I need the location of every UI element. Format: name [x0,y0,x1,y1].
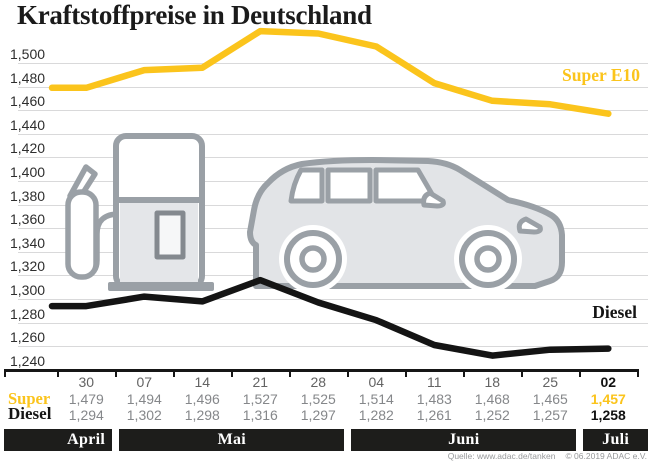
month-band-april: April [4,429,113,451]
fuel-pump-icon [65,133,214,291]
table-super-value: 1,496 [184,390,220,407]
month-band-juni: Juni [351,429,577,451]
table-date-cell: 18 [484,373,501,390]
y-axis-label: 1,440 [10,116,46,133]
diesel-line [48,276,612,359]
car-icon [247,157,565,293]
table-date-cell: 04 [368,373,385,390]
gridline [18,133,648,135]
y-axis-label: 1,420 [10,140,46,157]
pump-display-window [154,210,186,260]
car-mirror [421,190,446,209]
table-super-value: 1,494 [126,390,162,407]
gridline [18,63,648,64]
axis-tick [231,369,233,377]
gridline [18,322,648,324]
table-top-border [4,369,638,372]
table-date-cell: 07 [136,373,153,390]
table-row-label-super: Super [8,389,51,408]
table-super-value: 1,468 [474,390,510,407]
axis-tick [637,369,639,377]
car-window-rear [288,167,325,204]
y-axis-label: 1,460 [10,93,46,110]
car-headlight [516,216,543,235]
gridline [18,110,648,112]
pump-nozzle-body [65,189,99,280]
axis-tick [579,369,581,377]
month-band-juli: Juli [583,429,648,451]
table-diesel-value: 1,258 [590,406,626,423]
diesel-label: Diesel [592,302,637,322]
axis-tick [289,369,291,377]
table-super-value: 1,479 [68,390,104,407]
y-axis-label: 1,240 [10,352,46,369]
table-diesel-value: 1,282 [358,406,394,423]
table-super-value: 1,527 [242,390,278,407]
axis-tick [521,369,523,377]
axis-tick [405,369,407,377]
table-diesel-value: 1,294 [68,406,104,423]
table-date-cell: 02 [600,373,617,390]
table-super-value: 1,457 [590,390,626,407]
page-title: Kraftstoffpreise in Deutschland [17,0,372,30]
table-diesel-value: 1,316 [242,406,278,423]
y-axis-label: 1,280 [10,305,46,322]
y-axis-label: 1,480 [10,69,46,86]
table-row-label-diesel: Diesel [8,404,52,423]
car-hub-front [474,245,502,273]
y-axis-label: 1,300 [10,282,46,298]
axis-tick [115,369,117,377]
source-note: Quelle: www.adac.de/tanken © 06.2019 ADA… [448,451,647,461]
table-date-cell: 30 [78,373,95,390]
y-axis-label: 1,500 [10,46,46,62]
table-diesel-value: 1,297 [300,406,336,423]
car-window-middle [325,167,373,204]
axis-tick [4,369,6,377]
table-date-cell: 11 [427,373,442,390]
table-date-cell: 28 [310,373,327,390]
y-axis-label: 1,380 [10,187,46,204]
car-hub-rear [299,245,327,273]
source-text: Quelle: www.adac.de/tanken [447,451,556,461]
super-e10-line [48,27,612,117]
pump-base [108,282,214,291]
axis-tick [347,369,349,377]
y-axis-label: 1,320 [10,258,46,275]
table-super-value: 1,483 [416,390,452,407]
y-axis-label: 1,260 [10,329,46,346]
table-date-cell: 14 [194,373,211,390]
table-diesel-value: 1,298 [184,406,220,423]
table-diesel-value: 1,252 [474,406,510,423]
super-e10-label: Super E10 [562,65,640,85]
table-super-value: 1,465 [532,390,568,407]
gridline [18,157,648,159]
y-axis-label: 1,340 [10,234,46,251]
gridline [18,299,648,300]
gridline [18,86,648,88]
gridline [18,346,648,348]
axis-tick [173,369,175,377]
month-band-mai: Mai [119,429,345,451]
table-date-cell: 21 [252,373,269,390]
copyright-text: © 06.2019 ADAC e.V. [565,451,647,461]
table-diesel-value: 1,257 [532,406,568,423]
y-axis-label: 1,360 [10,211,46,228]
y-axis-label: 1,400 [10,164,46,180]
table-diesel-value: 1,302 [126,406,162,423]
table-date-cell: 25 [542,373,559,390]
axis-tick [57,369,59,377]
axis-tick [463,369,465,377]
table-super-value: 1,514 [358,390,394,407]
table-super-value: 1,525 [300,390,336,407]
table-diesel-value: 1,261 [416,406,452,423]
